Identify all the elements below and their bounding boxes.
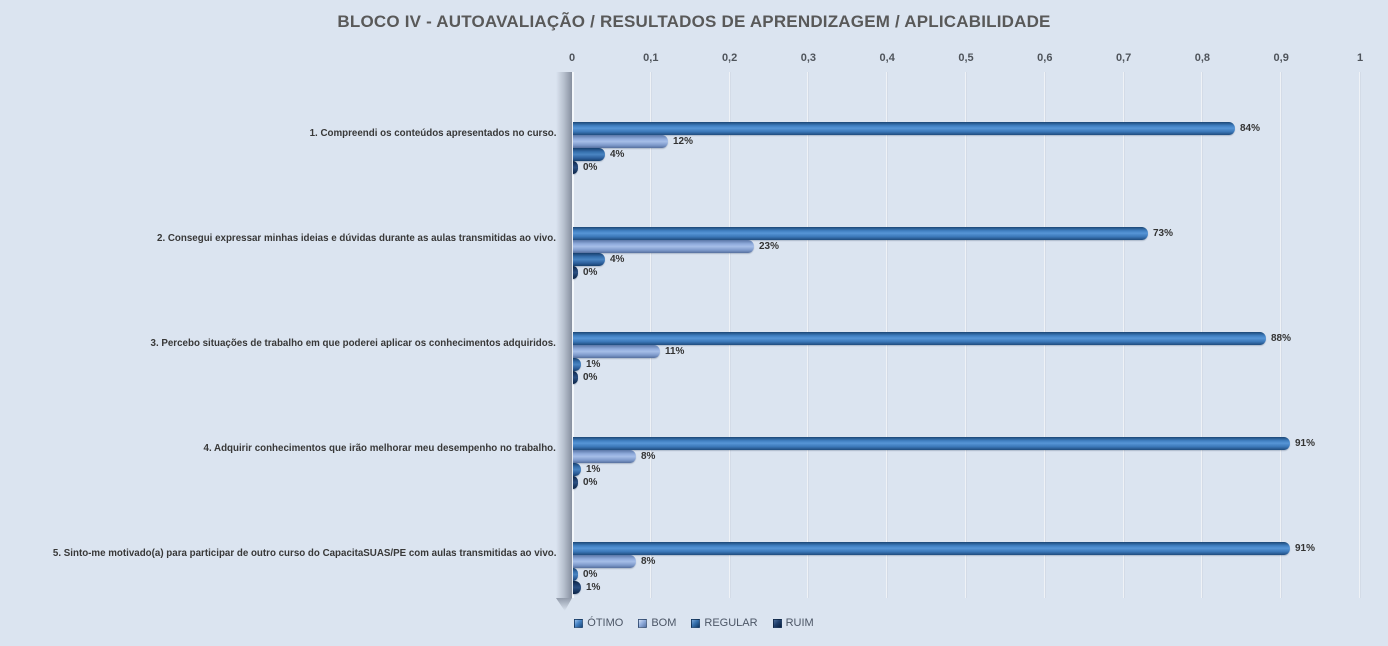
- legend-item-ruim[interactable]: RUIM: [772, 617, 814, 629]
- x-axis-tick-label: 0,8: [1194, 52, 1211, 64]
- legend-item-bom[interactable]: BOM: [638, 617, 676, 629]
- legend-item-regular[interactable]: REGULAR: [691, 617, 758, 629]
- x-axis-tick-label: 0: [568, 52, 576, 64]
- data-label: 1%: [586, 358, 601, 370]
- bar-ótimo-q5: [573, 542, 1290, 555]
- data-label: 8%: [641, 450, 656, 462]
- legend-label: REGULAR: [704, 617, 758, 629]
- bar-bom-q5: [573, 555, 636, 568]
- x-axis-tick-label: 1: [1356, 52, 1364, 64]
- category-label: 1. Compreendi os conteúdos apresentados …: [309, 127, 556, 139]
- data-label: 73%: [1153, 227, 1173, 239]
- bar-ótimo-q3: [573, 332, 1266, 345]
- bar-bom-q4: [573, 450, 636, 463]
- x-axis-tick-label: 0,3: [800, 52, 817, 64]
- bar-ótimo-q1: [573, 122, 1235, 135]
- bar-regular-q2: [573, 253, 605, 266]
- legend-marker-icon: [574, 618, 584, 628]
- axis-wall-shadow: [556, 72, 572, 598]
- data-label: 12%: [673, 135, 693, 147]
- bar-regular-q4: [573, 463, 581, 476]
- data-label: 4%: [610, 253, 625, 265]
- x-axis-tick-label: 0,6: [1037, 52, 1053, 64]
- data-label: 0%: [583, 266, 598, 278]
- category-label: 3. Percebo situações de trabalho em que …: [150, 337, 556, 349]
- data-label: 84%: [1240, 122, 1260, 134]
- bar-regular-q5: [573, 568, 578, 581]
- x-axis-tick-label: 0,5: [958, 52, 974, 64]
- bar-ótimo-q4: [573, 437, 1290, 450]
- legend-marker-icon: [772, 618, 782, 628]
- bar-regular-q1: [573, 148, 605, 161]
- legend-label: BOM: [651, 617, 677, 629]
- data-label: 0%: [583, 161, 598, 173]
- gridline: [1359, 72, 1361, 598]
- bar-ruim-q4: [573, 476, 578, 489]
- bar-ruim-q1: [573, 161, 578, 174]
- legend-item-ótimo[interactable]: ÓTIMO: [574, 617, 623, 629]
- bar-regular-q3: [573, 358, 581, 371]
- legend-marker-icon: [638, 618, 648, 628]
- legend-marker-icon: [691, 618, 701, 628]
- category-label: 5. Sinto-me motivado(a) para participar …: [52, 547, 556, 559]
- bar-bom-q3: [573, 345, 660, 358]
- bar-ruim-q5: [573, 581, 581, 594]
- bar-ruim-q2: [573, 266, 578, 279]
- x-axis-tick-label: 0,1: [643, 52, 659, 64]
- legend-label: RUIM: [785, 617, 814, 629]
- x-axis-tick-label: 0,9: [1273, 52, 1289, 64]
- x-axis-tick-label: 0,7: [1115, 52, 1132, 64]
- chart-legend: ÓTIMO BOM REGULAR RUIM: [0, 617, 1388, 629]
- chart-title: BLOCO IV - AUTOAVALIAÇÃO / RESULTADOS DE…: [337, 12, 1051, 31]
- bar-ruim-q3: [573, 371, 578, 384]
- data-label: 91%: [1295, 437, 1315, 449]
- x-axis-tick-label: 0,2: [721, 52, 738, 64]
- data-label: 0%: [583, 476, 598, 488]
- bar-ótimo-q2: [573, 227, 1148, 240]
- data-label: 4%: [610, 148, 625, 160]
- data-label: 88%: [1271, 332, 1291, 344]
- category-label: 4. Adquirir conhecimentos que irão melho…: [203, 442, 556, 454]
- data-label: 0%: [583, 568, 598, 580]
- data-label: 8%: [641, 555, 656, 567]
- x-axis-tick-label: 0,4: [879, 52, 895, 64]
- data-label: 23%: [759, 240, 779, 252]
- legend-label: ÓTIMO: [587, 617, 624, 629]
- gridline: [1280, 72, 1283, 598]
- axis-wall-shadow-tip: [556, 598, 572, 611]
- data-label: 11%: [665, 345, 685, 357]
- data-label: 91%: [1295, 542, 1315, 554]
- category-label: 2. Consegui expressar minhas ideias e dú…: [157, 232, 556, 244]
- bar-bom-q2: [573, 240, 754, 253]
- bar-bom-q1: [573, 135, 668, 148]
- data-label: 1%: [586, 581, 601, 593]
- data-label: 0%: [583, 371, 598, 383]
- data-label: 1%: [586, 463, 601, 475]
